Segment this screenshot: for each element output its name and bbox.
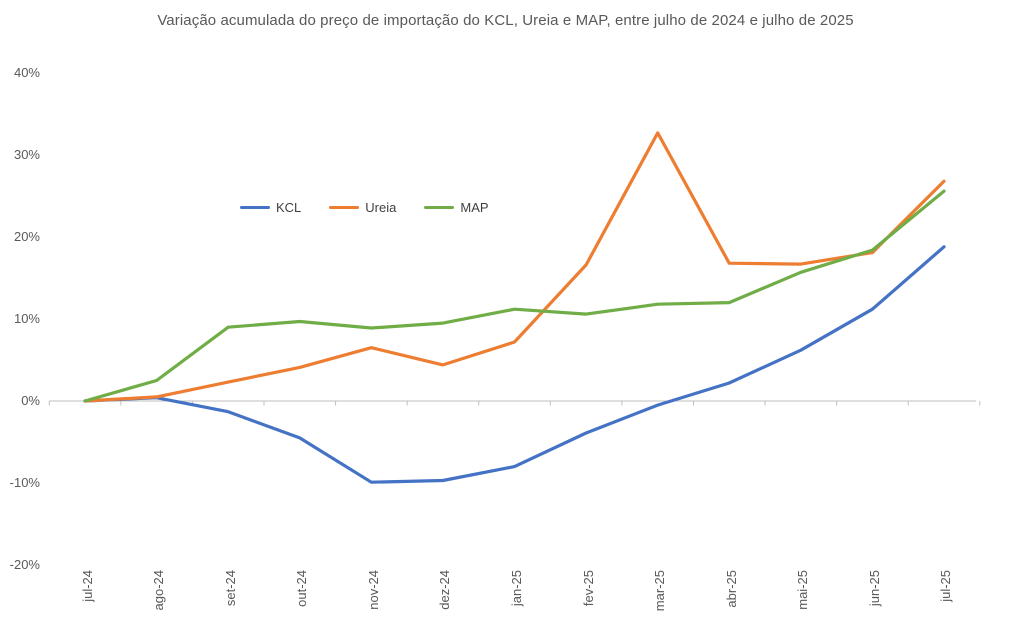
y-tick-label: 40%	[13, 65, 40, 80]
x-tick-label: nov-24	[365, 570, 381, 610]
x-tick-label: dez-24	[437, 570, 453, 610]
x-tick-label: out-24	[294, 570, 310, 607]
y-tick-label: 0%	[21, 393, 40, 408]
x-tick-label: ago-24	[151, 570, 167, 611]
y-tick-label: 30%	[13, 147, 40, 162]
y-tick-label: -10%	[9, 475, 40, 490]
x-tick-label: jul-25	[938, 570, 954, 602]
legend-swatch-icon	[424, 206, 455, 209]
x-tick-label: jun-25	[866, 570, 882, 607]
legend-item-kcl: KCL	[240, 200, 301, 215]
x-tick-label: mar-25	[652, 570, 668, 612]
y-tick-label: -20%	[9, 557, 40, 572]
y-tick-label: 20%	[13, 229, 40, 244]
legend-label: Ureia	[365, 200, 397, 215]
y-tick-label: 10%	[13, 311, 40, 326]
legend-swatch-icon	[240, 206, 270, 209]
legend: KCL Ureia MAP	[240, 200, 489, 215]
ureia-line	[83, 131, 946, 403]
x-tick-label: fev-25	[580, 570, 596, 607]
legend-label: MAP	[460, 200, 489, 215]
legend-swatch-icon	[329, 206, 360, 209]
map-line	[83, 189, 946, 403]
x-tick-label: mai-25	[795, 570, 811, 610]
x-tick-label: abr-25	[723, 570, 739, 608]
legend-label: KCL	[276, 200, 302, 215]
chart-title: Variação acumulada do preço de importaçã…	[157, 12, 854, 29]
legend-item-ureia: Ureia	[329, 200, 396, 215]
x-tick-label: jan-25	[508, 570, 524, 607]
x-tick-label: set-24	[222, 570, 238, 607]
legend-item-map: MAP	[424, 200, 489, 215]
kcl-line	[83, 245, 946, 484]
x-tick-label: jul-24	[79, 570, 95, 602]
